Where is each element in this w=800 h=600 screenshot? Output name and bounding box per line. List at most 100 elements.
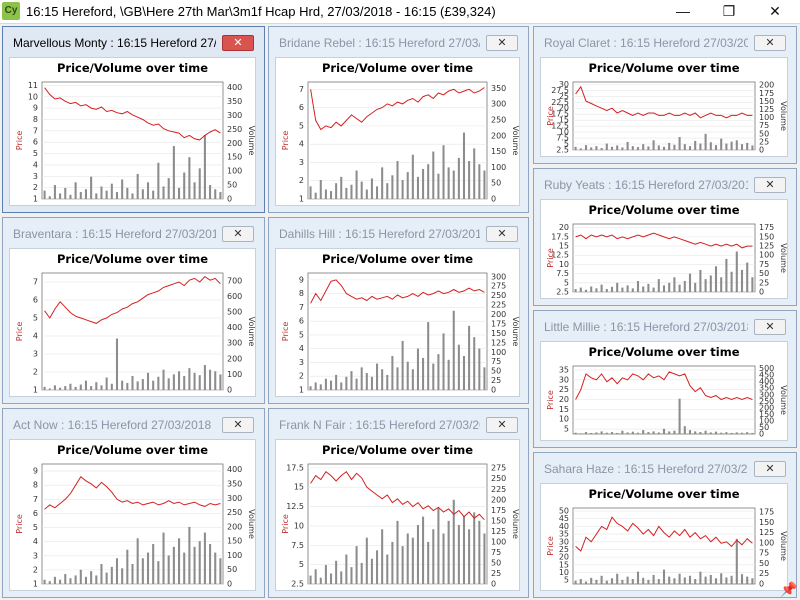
window-close-button[interactable]: ✕ [769,3,781,19]
volume-bar [391,541,394,584]
runner-panel-dahills-hill[interactable]: Dahills Hill : 16:15 Hereford 27/03/2018… [268,217,529,404]
volume-bar [329,191,333,199]
volume-bar [642,430,645,434]
chart-title: Price/Volume over time [588,345,739,359]
volume-tick-label: 50 [491,558,501,567]
volume-bar [105,190,108,199]
volume-bar [391,175,394,199]
volume-bar [141,189,144,199]
volume-bar [673,578,676,584]
runner-panel-sahara-haze[interactable]: Sahara Haze : 16:15 Hereford 27/03/2018 ✕… [533,452,797,598]
volume-tick-label: 0 [227,386,232,395]
volume-bar [473,512,476,584]
volume-bar [193,182,196,199]
price-tick-label: 2 [33,565,38,574]
volume-bar [600,284,603,292]
runner-panel-little-millie[interactable]: Little Millie : 16:15 Hereford 27/03/201… [533,310,797,448]
volume-bar [53,385,56,390]
volume-bar [84,576,87,584]
price-tick-label: 4 [299,344,304,353]
panel-close-button[interactable]: ✕ [222,35,254,51]
volume-bar [355,170,358,199]
price-tick-label: 20 [559,104,569,113]
volume-bar [694,431,697,434]
volume-bar [605,432,608,434]
panel-close-button[interactable]: ✕ [754,461,786,477]
runner-panel-braventara[interactable]: Braventara : 16:15 Hereford 27/03/2018 ✕ P… [2,217,265,404]
volume-bar [631,431,634,434]
volume-bar [416,348,419,390]
chart-area: Price/Volume over time 2.5 5 7.5 10 12.5 15 17.… [275,439,520,591]
maximize-button[interactable]: ❐ [722,3,736,19]
panel-close-button[interactable]: ✕ [754,319,786,335]
runner-panel-frank-n-fair[interactable]: Frank N Fair : 16:15 Hereford 27/03/2018… [268,408,529,598]
price-tick-label: 45 [559,514,569,523]
volume-bar [574,289,577,292]
panel-close-button[interactable]: ✕ [222,226,254,242]
volume-tick-label: 75 [759,121,769,130]
price-tick-label: 20 [559,553,569,562]
price-tick-label: 30 [559,375,569,384]
price-line [44,475,221,510]
volume-tick-label: 250 [491,291,506,300]
volume-bar [172,146,175,199]
volume-tick-label: 50 [491,367,501,376]
volume-bar [209,369,212,390]
price-volume-chart: Price/Volume over time 1 2 3 4 5 6 7 8 9 10 11 0 50 10… [15,61,255,204]
panel-close-button[interactable]: ✕ [754,177,786,193]
runner-panel-act-now[interactable]: Act Now : 16:15 Hereford 27/03/2018 ✕ Pric… [2,408,265,598]
volume-bar [193,372,196,390]
volume-bar [590,577,593,584]
volume-bar [427,322,430,390]
volume-bar [457,344,460,390]
minimize-button[interactable]: — [676,3,690,19]
price-tick-label: 6 [299,103,304,112]
volume-bar [309,186,312,199]
volume-bar [636,280,640,292]
price-tick-label: 4 [33,160,38,169]
volume-bar [214,371,217,390]
runner-panel-ruby-yeats[interactable]: Ruby Yeats : 16:15 Hereford 27/03/2018 ✕ P… [533,168,797,306]
volume-bar [652,431,655,434]
volume-bar [360,367,363,390]
volume-bar [579,433,582,434]
price-line [310,87,485,131]
volume-bar [43,190,46,199]
price-axis-label: Price [281,131,290,151]
panel-close-button[interactable]: ✕ [486,417,518,433]
panel-title: Dahills Hill : 16:15 Hereford 27/03/2018 [279,227,480,241]
volume-bar [751,578,754,584]
volume-bar [157,376,160,390]
volume-bar [730,432,733,434]
panel-close-button[interactable]: ✕ [486,226,518,242]
volume-bar [115,192,119,199]
volume-bar [714,578,718,584]
volume-bar [735,432,738,434]
volume-bar [59,387,62,390]
chart-title: Price/Volume over time [322,61,473,75]
panel-close-button[interactable]: ✕ [222,417,254,433]
volume-tick-label: 50 [227,565,237,574]
volume-bar [162,532,165,584]
price-tick-label: 2 [33,368,38,377]
price-tick-label: 4 [299,140,304,149]
volume-bar [642,577,645,584]
volume-bar [473,337,476,390]
volume-tick-label: 250 [491,474,506,483]
volume-axis-label: Volume [247,317,255,347]
volume-bar [616,145,619,150]
panel-close-button[interactable]: ✕ [486,35,518,51]
runner-panel-marvellous-monty[interactable]: Marvellous Monty : 16:15 Hereford 27/03/… [2,26,265,213]
volume-bar [452,310,455,390]
chart-area: Price/Volume over time 5 10 15 20 25 30 35 40 45 5… [540,483,788,591]
volume-bar [574,146,577,150]
volume-bar [694,579,697,584]
volume-bar [621,579,624,584]
volume-bar [136,538,139,584]
runner-panel-royal-claret[interactable]: Royal Claret : 16:15 Hereford 27/03/2018… [533,26,797,164]
pin-icon[interactable]: 📌 [780,581,798,597]
volume-bar [751,145,754,150]
panel-close-button[interactable]: ✕ [754,35,786,51]
volume-bar [105,377,108,390]
runner-panel-bridane-rebel[interactable]: Bridane Rebel : 16:15 Hereford 27/03/201… [268,26,529,213]
